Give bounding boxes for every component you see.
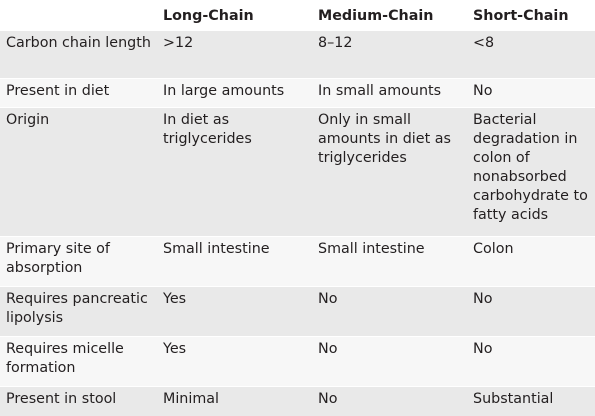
long-chain-cell: Yes (157, 336, 312, 387)
header-short-chain: Short-Chain (467, 0, 595, 31)
medium-chain-cell: Small intestine (312, 236, 467, 287)
medium-chain-cell: No (312, 386, 467, 416)
short-chain-cell: Substantial (467, 386, 595, 416)
medium-chain-cell: No (312, 336, 467, 387)
medium-chain-cell: Only in small amounts in diet as triglyc… (312, 107, 467, 237)
table-row: Present in diet In large amounts In smal… (0, 77, 595, 108)
row-label: Origin (0, 107, 157, 237)
row-label: Present in diet (0, 77, 157, 108)
header-long-chain: Long-Chain (157, 0, 312, 31)
medium-chain-cell: 8–12 (312, 30, 467, 79)
table-row: Present in stool Minimal No Substantial (0, 386, 595, 416)
long-chain-cell: In diet as triglycerides (157, 107, 312, 237)
header-row: Long-Chain Medium-Chain Short-Chain (0, 0, 595, 31)
long-chain-cell: Minimal (157, 386, 312, 416)
long-chain-cell: Small intestine (157, 236, 312, 287)
short-chain-cell: <8 (467, 30, 595, 79)
table-row: Carbon chain length >12 8–12 <8 (0, 30, 595, 79)
table-row: Primary site of absorption Small intesti… (0, 236, 595, 287)
medium-chain-cell: In small amounts (312, 77, 467, 108)
long-chain-cell: >12 (157, 30, 312, 79)
table-row: Requires pancreatic lipolysis Yes No No (0, 286, 595, 337)
short-chain-cell: No (467, 336, 595, 387)
table-row: Origin In diet as triglycerides Only in … (0, 107, 595, 237)
long-chain-cell: In large amounts (157, 77, 312, 108)
long-chain-cell: Yes (157, 286, 312, 337)
short-chain-cell: Colon (467, 236, 595, 287)
row-label: Carbon chain length (0, 30, 157, 79)
row-label: Present in stool (0, 386, 157, 416)
medium-chain-cell: No (312, 286, 467, 337)
row-label: Requires micelle formation (0, 336, 157, 387)
short-chain-cell: No (467, 77, 595, 108)
table-row: Requires micelle formation Yes No No (0, 336, 595, 387)
header-medium-chain: Medium-Chain (312, 0, 467, 31)
header-empty (0, 0, 157, 31)
short-chain-cell: No (467, 286, 595, 337)
short-chain-cell: Bacterial degradation in colon of nonabs… (467, 107, 595, 237)
row-label: Requires pancreatic lipolysis (0, 286, 157, 337)
row-label: Primary site of absorption (0, 236, 157, 287)
